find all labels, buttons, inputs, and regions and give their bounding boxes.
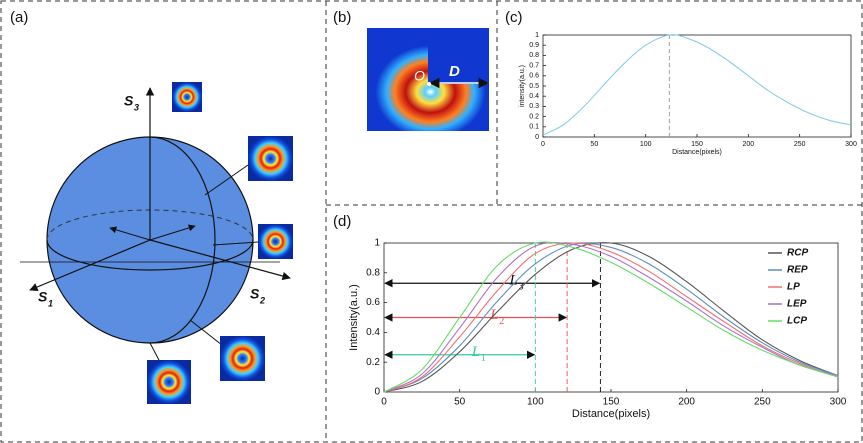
- legend-label: LCP: [787, 316, 807, 327]
- x-tick-label: 300: [830, 397, 847, 408]
- y-axis-label: Intensity(a.u.): [348, 284, 360, 351]
- panel-label: (b): [333, 9, 351, 26]
- distance-label: D: [449, 63, 460, 80]
- x-tick-label: 50: [590, 141, 598, 148]
- y-tick-label: 0.6: [529, 73, 539, 80]
- x-tick-label: 0: [381, 397, 387, 408]
- plot-frame: [543, 35, 851, 137]
- axis-subscript: 1: [48, 298, 53, 308]
- axis-label: S: [124, 93, 134, 109]
- x-tick-label: 150: [603, 397, 620, 408]
- legend-label: REP: [787, 265, 808, 276]
- x-tick-label: 200: [678, 397, 695, 408]
- beam-image: [367, 28, 489, 131]
- legend-label: LP: [787, 282, 800, 293]
- x-tick-label: 250: [794, 141, 806, 148]
- figure: (a) (b) (c) (d) S 3 S 1 S 2 O D 05010015…: [0, 0, 863, 443]
- x-tick-label: 100: [527, 397, 544, 408]
- x-tick-label: 0: [541, 141, 545, 148]
- y-tick-label: 0.8: [366, 267, 380, 278]
- x-tick-label: 100: [640, 141, 652, 148]
- annotation-subscript: 1: [481, 353, 486, 364]
- y-tick-label: 0.6: [366, 297, 380, 308]
- y-tick-label: 0.8: [529, 52, 539, 59]
- panel-label: (c): [505, 9, 523, 26]
- y-tick-label: 0.4: [366, 327, 380, 338]
- y-axis-label: intensity(a.u.): [519, 65, 526, 107]
- y-tick-label: 0.7: [529, 62, 539, 69]
- y-tick-label: 0.4: [529, 93, 539, 100]
- panel-label: (d): [333, 213, 351, 230]
- y-tick-label: 0.1: [529, 124, 539, 131]
- x-axis-label: Distance(pixels): [572, 408, 650, 420]
- x-tick-label: 200: [742, 141, 754, 148]
- axis-subscript: 3: [134, 102, 139, 112]
- y-tick-label: 0: [535, 134, 539, 141]
- annotation-label: L: [471, 344, 480, 360]
- y-tick-label: 0.9: [529, 42, 539, 49]
- y-tick-label: 0.3: [529, 103, 539, 110]
- y-tick-label: 0.2: [366, 357, 380, 368]
- y-tick-label: 0.2: [529, 113, 539, 120]
- x-axis-label: Distance(pixels): [672, 149, 722, 156]
- legend-label: RCP: [787, 248, 808, 259]
- sphere: [20, 82, 293, 404]
- legend-label: LEP: [787, 299, 807, 310]
- annotation-subscript: 2: [499, 316, 504, 327]
- axis-subscript: 2: [259, 295, 265, 305]
- axis-label: S: [250, 286, 260, 302]
- y-tick-label: 1: [535, 32, 539, 39]
- x-tick-label: 250: [754, 397, 771, 408]
- y-tick-label: 1: [374, 238, 380, 249]
- y-tick-label: 0: [374, 387, 380, 398]
- data-line: [543, 35, 851, 135]
- origin-label: O: [414, 68, 425, 84]
- x-tick-label: 50: [454, 397, 466, 408]
- x-tick-label: 150: [691, 141, 703, 148]
- panel-label: (a): [10, 9, 28, 26]
- axis-label: S: [38, 289, 48, 305]
- y-tick-label: 0.5: [529, 83, 539, 90]
- x-tick-label: 300: [845, 141, 857, 148]
